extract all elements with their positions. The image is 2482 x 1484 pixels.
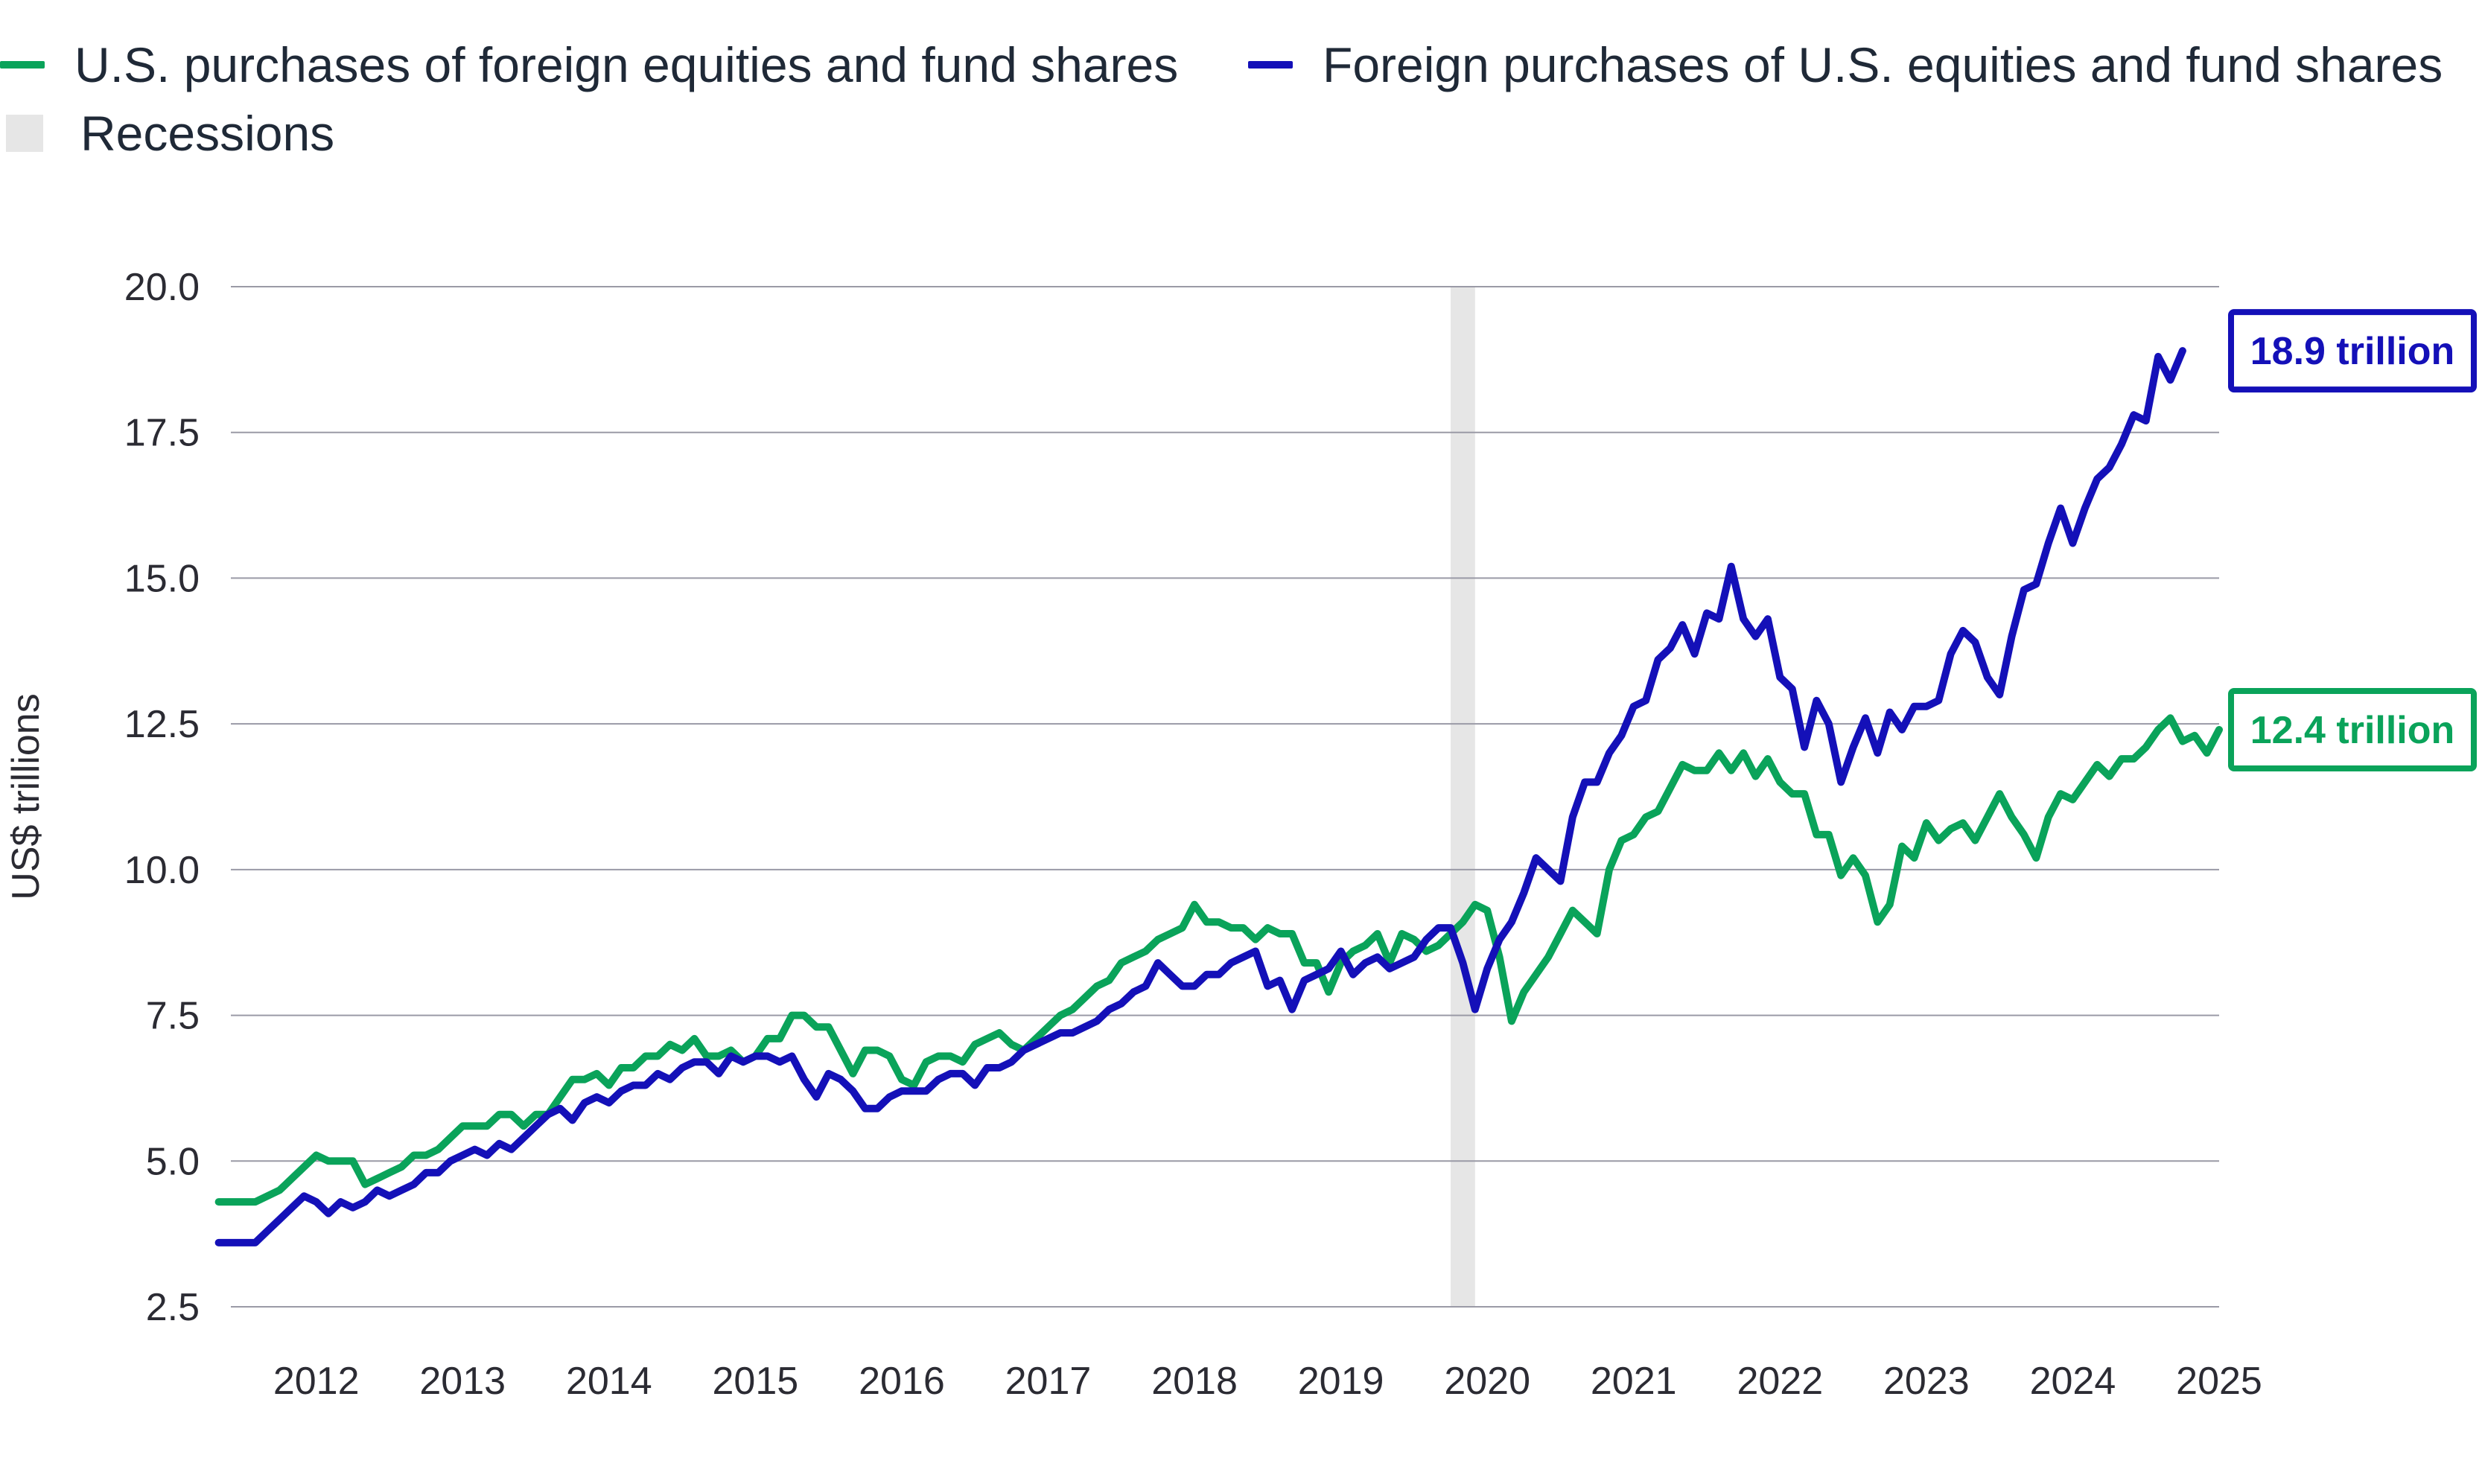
x-tick-label: 2015 <box>713 1360 799 1403</box>
y-tick-label: 10.0 <box>124 849 200 892</box>
x-tick-label: 2013 <box>419 1360 506 1403</box>
x-tick-label: 2024 <box>2030 1360 2116 1403</box>
x-tick-label: 2021 <box>1591 1360 1677 1403</box>
legend-item-us-purchases: U.S. purchases of foreign equities and f… <box>0 40 1178 89</box>
y-tick-label: 15.0 <box>124 557 200 600</box>
legend-swatch-blue <box>1248 61 1293 69</box>
recession-bands <box>1451 287 1475 1307</box>
y-tick-label: 17.5 <box>124 412 200 455</box>
x-tick-label: 2017 <box>1005 1360 1092 1403</box>
x-tick-label: 2014 <box>566 1360 652 1403</box>
x-tick-label: 2019 <box>1298 1360 1384 1403</box>
legend-item-recessions: Recessions <box>6 109 334 158</box>
legend-swatch-recession <box>6 115 43 152</box>
callout-box <box>2228 309 2477 393</box>
x-axis-ticks: 2012 2013 2014 2015 2016 2017 2018 2019 2020 2021… <box>273 1360 2262 1403</box>
x-tick-label: 2012 <box>273 1360 360 1403</box>
y-tick-label: 5.0 <box>146 1140 200 1183</box>
y-axis-ticks: 20.0 17.5 15.0 12.5 10.0 7.5 5.0 2.5 <box>124 266 200 1329</box>
y-tick-label: 12.5 <box>124 703 200 746</box>
callout-label: 18.9 trillion <box>2250 330 2455 373</box>
legend-label-recessions: Recessions <box>80 106 335 161</box>
y-axis-label: US$ trillions <box>4 693 48 899</box>
x-tick-label: 2023 <box>1883 1360 1970 1403</box>
callout-us-purchases: 12.4 trillion <box>2228 687 2477 771</box>
x-tick-label: 2025 <box>2176 1360 2262 1403</box>
callout-box <box>2228 687 2477 771</box>
x-tick-label: 2022 <box>1737 1360 1823 1403</box>
callout-foreign-purchases: 18.9 trillion <box>2228 309 2477 393</box>
series-lines <box>214 347 2223 1246</box>
gridlines <box>231 286 2219 1308</box>
series-callouts: 12.4 trillion 18.9 trillion <box>2228 309 2477 771</box>
legend-item-foreign-purchases: Foreign purchases of U.S. equities and f… <box>1248 40 2443 89</box>
y-tick-label: 20.0 <box>124 266 200 309</box>
legend-swatch-green <box>0 61 45 69</box>
legend-label-us-purchases: U.S. purchases of foreign equities and f… <box>74 37 1179 92</box>
chart-legend: U.S. purchases of foreign equities and f… <box>0 0 2482 171</box>
y-tick-label: 7.5 <box>146 995 200 1038</box>
x-tick-label: 2020 <box>1444 1360 1530 1403</box>
series-line-us-purchases <box>214 714 2223 1206</box>
legend-label-foreign-purchases: Foreign purchases of U.S. equities and f… <box>1323 37 2443 92</box>
callout-label: 12.4 trillion <box>2250 709 2455 752</box>
recession-band <box>1451 287 1475 1307</box>
x-tick-label: 2018 <box>1151 1360 1238 1403</box>
y-tick-label: 2.5 <box>146 1286 200 1329</box>
x-tick-label: 2016 <box>859 1360 945 1403</box>
series-line-foreign-purchases <box>214 347 2186 1246</box>
